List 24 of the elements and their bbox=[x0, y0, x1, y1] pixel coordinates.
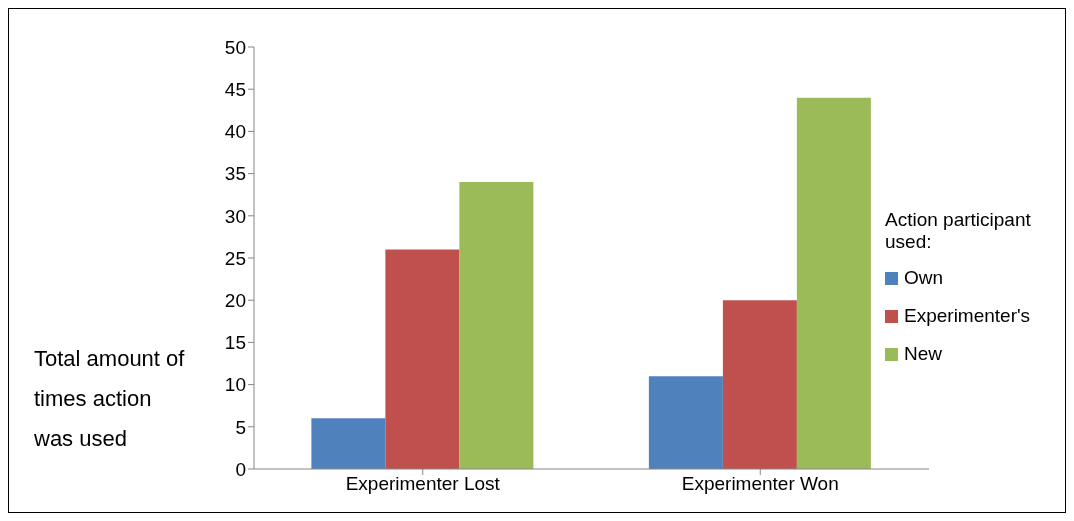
bar bbox=[796, 97, 871, 469]
y-tick-label: 45 bbox=[224, 78, 246, 100]
legend-label: Experimenter's bbox=[904, 305, 1031, 327]
bar bbox=[459, 182, 534, 469]
x-tick-label: Experimenter Lost bbox=[345, 473, 501, 495]
x-tick-label: Experimenter Won bbox=[681, 473, 839, 495]
bar bbox=[722, 300, 797, 469]
y-tick-label: 50 bbox=[224, 36, 246, 58]
y-tick-label: 5 bbox=[235, 416, 246, 438]
y-axis-title: Total amount of times action was used bbox=[34, 345, 186, 453]
bar bbox=[311, 418, 386, 469]
y-tick-label: 20 bbox=[224, 289, 246, 311]
legend-label: Own bbox=[904, 267, 944, 289]
y-tick-label: 10 bbox=[224, 374, 246, 396]
bar bbox=[648, 376, 723, 469]
legend-label: New bbox=[904, 343, 943, 365]
y-tick-label: 35 bbox=[224, 163, 246, 185]
y-tick-label: 0 bbox=[235, 458, 246, 480]
y-tick-label: 15 bbox=[224, 332, 246, 354]
y-tick-label: 25 bbox=[224, 247, 246, 269]
bar bbox=[385, 249, 460, 469]
y-tick-label: 40 bbox=[224, 121, 246, 143]
y-tick-label: 30 bbox=[224, 205, 246, 227]
legend-title: Action participant used: bbox=[885, 209, 1032, 253]
